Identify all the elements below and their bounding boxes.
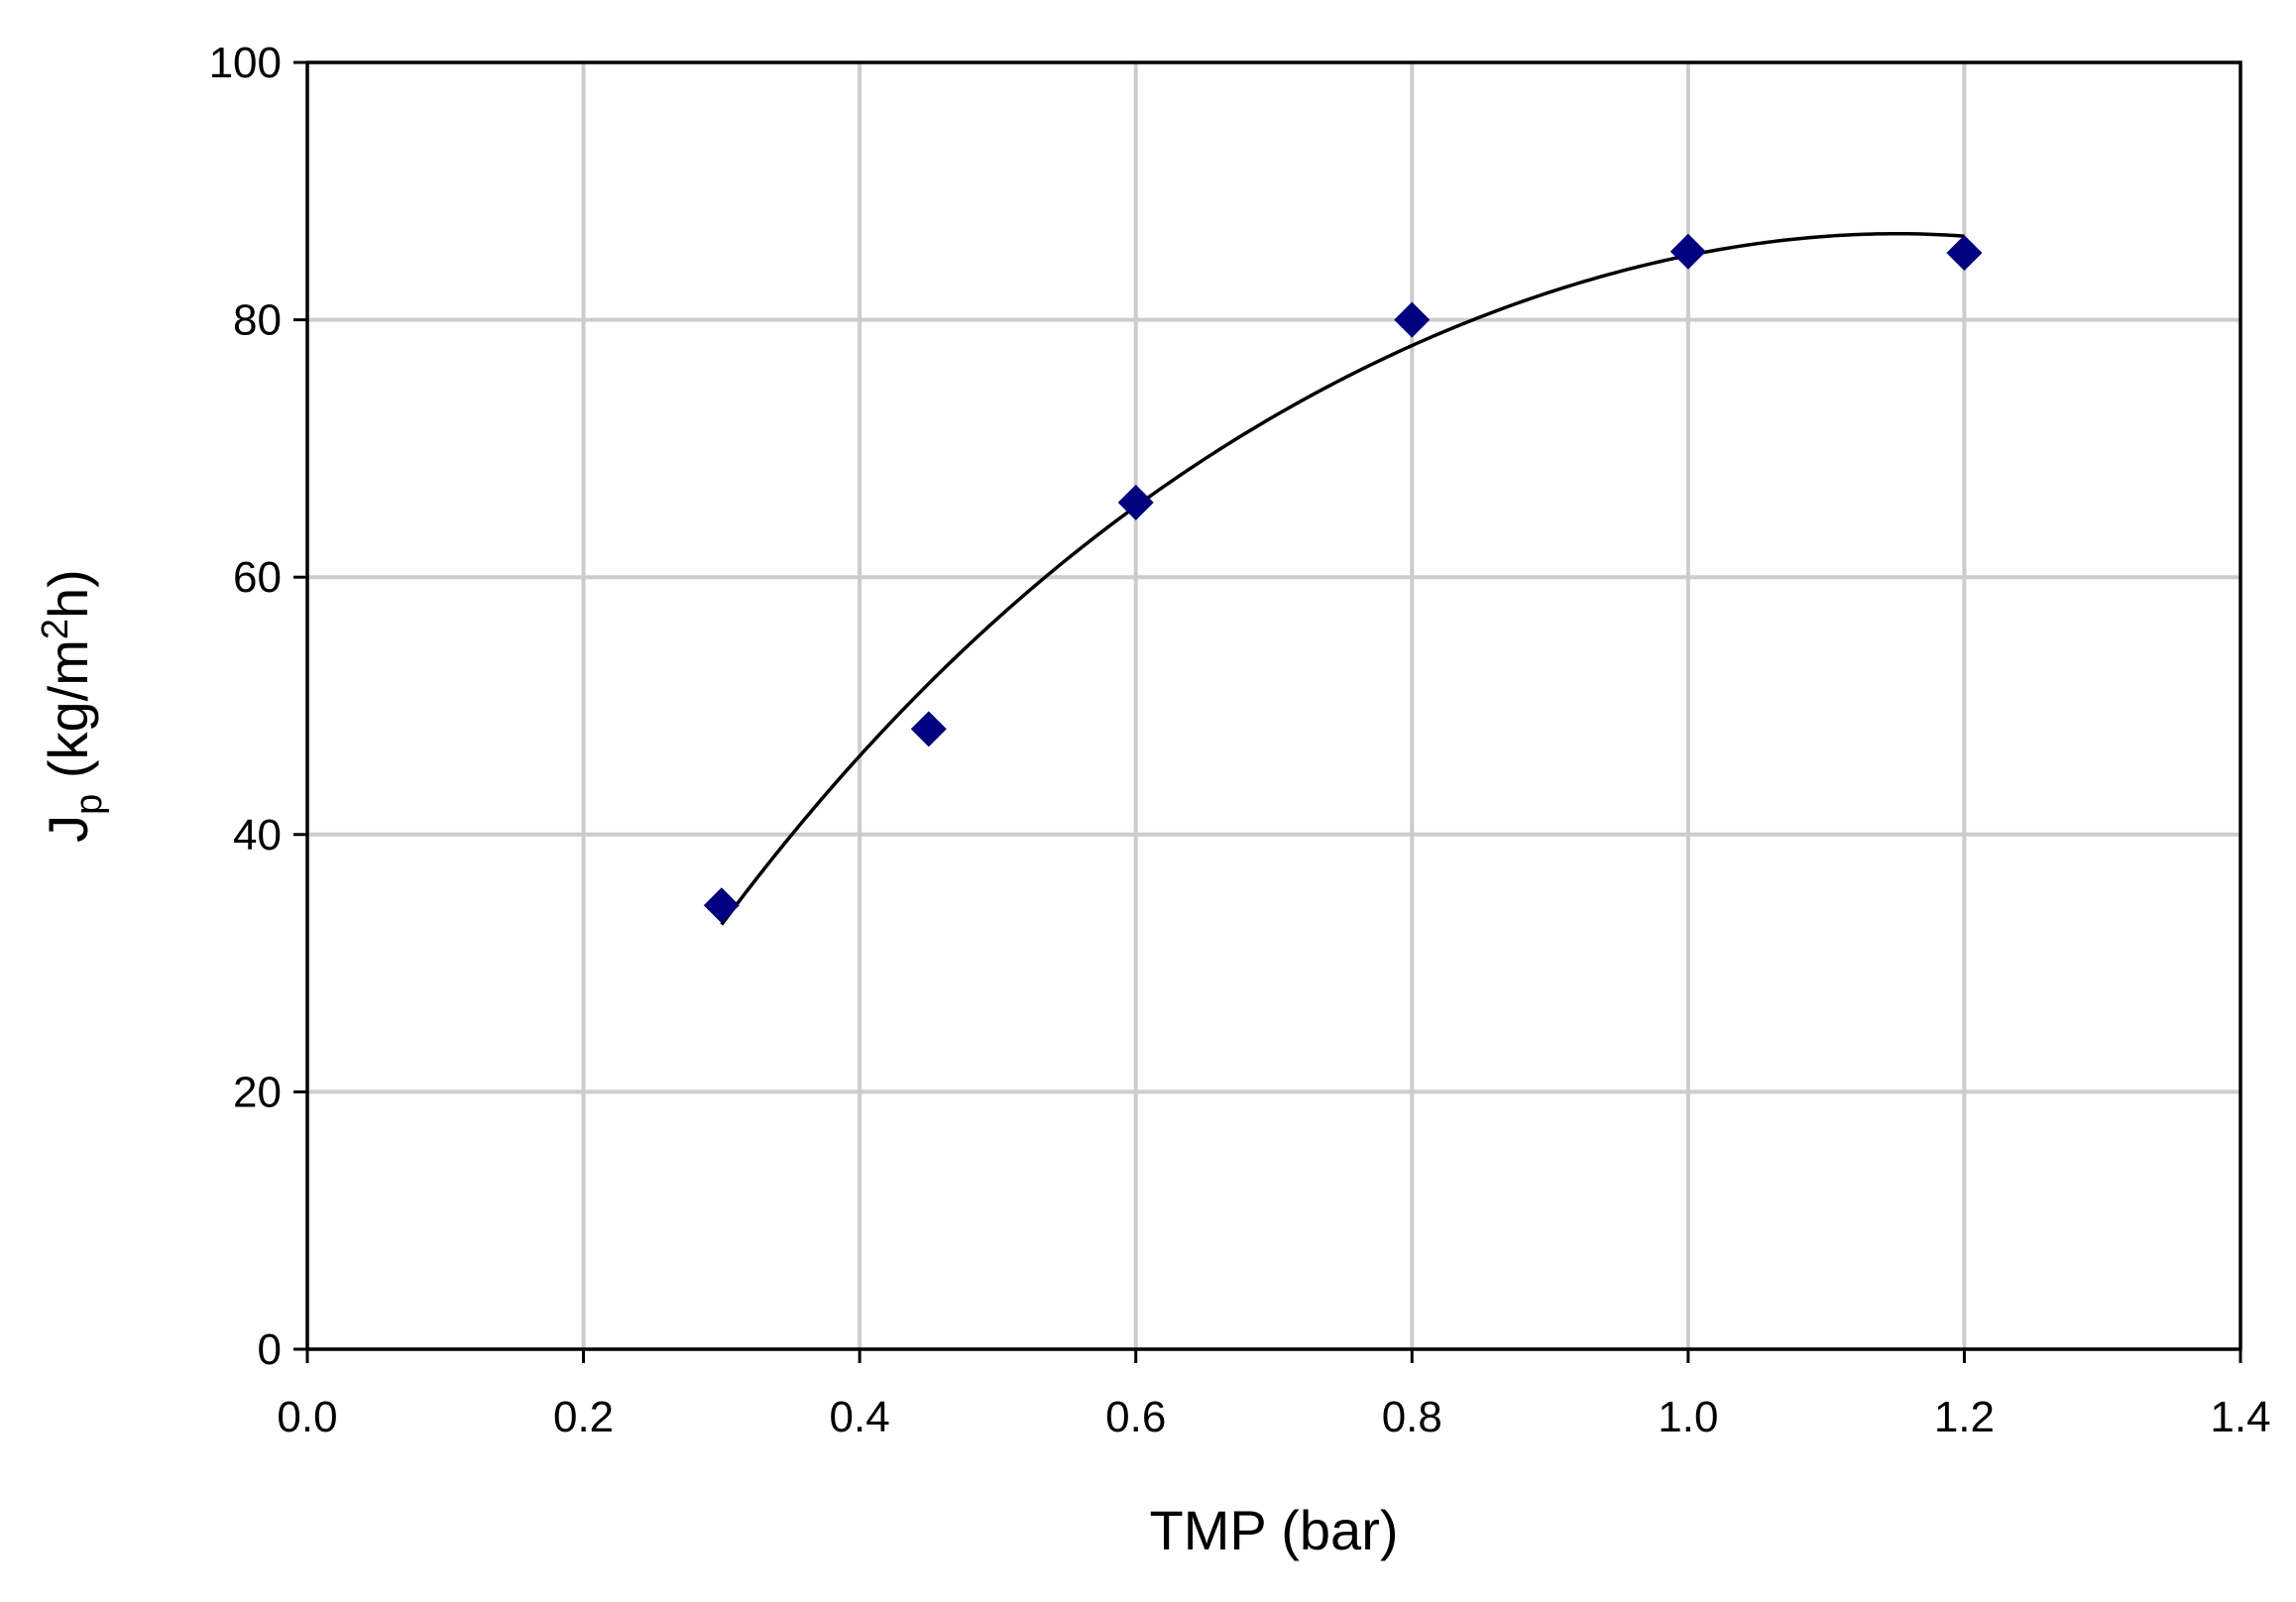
x-tick-label: 0.0 xyxy=(277,1393,337,1441)
y-axis-title-unit-prefix: (kg/m xyxy=(37,639,99,794)
y-axis-title: Jp (kg/m2h) xyxy=(35,569,110,843)
plot-area-frame xyxy=(305,60,2242,1351)
data-point-marker xyxy=(1117,484,1154,520)
y-tick-label: 40 xyxy=(233,811,282,859)
y-tick-label: 20 xyxy=(233,1068,282,1116)
y-axis-title-subscript: p xyxy=(68,794,110,815)
y-axis-title-main: J xyxy=(37,815,99,843)
x-tick-label: 1.4 xyxy=(2210,1393,2270,1441)
data-points xyxy=(703,233,1983,924)
x-tick-label: 0.6 xyxy=(1105,1393,1166,1441)
data-point-marker xyxy=(910,711,947,747)
x-tick-label: 0.2 xyxy=(553,1393,614,1441)
y-tick-label: 80 xyxy=(233,296,282,345)
x-tick-label: 1.2 xyxy=(1934,1393,1995,1441)
y-tick-label: 100 xyxy=(209,39,282,87)
trendline xyxy=(720,231,1965,926)
data-point-marker xyxy=(1669,233,1706,270)
x-tick-labels: 0.0 0.2 0.4 0.6 0.8 1.0 1.2 1.4 xyxy=(277,1393,2270,1441)
data-point-marker xyxy=(1394,301,1431,338)
data-point-marker xyxy=(703,887,740,924)
y-axis-title-unit-suffix: h) xyxy=(37,569,99,619)
y-tick-label: 60 xyxy=(233,553,282,602)
y-tick-labels: 0 20 40 60 80 100 xyxy=(209,39,282,1374)
x-tick-label: 1.0 xyxy=(1658,1393,1718,1441)
x-axis-title: TMP (bar) xyxy=(1150,1499,1399,1561)
x-tick-label: 0.8 xyxy=(1382,1393,1442,1441)
gridlines xyxy=(307,62,2240,1349)
y-tick-label: 0 xyxy=(258,1325,282,1374)
x-tick-label: 0.4 xyxy=(830,1393,890,1441)
tick-marks xyxy=(293,60,2242,1363)
y-axis-title-superscript: 2 xyxy=(35,619,76,639)
data-point-marker xyxy=(1946,235,1983,272)
